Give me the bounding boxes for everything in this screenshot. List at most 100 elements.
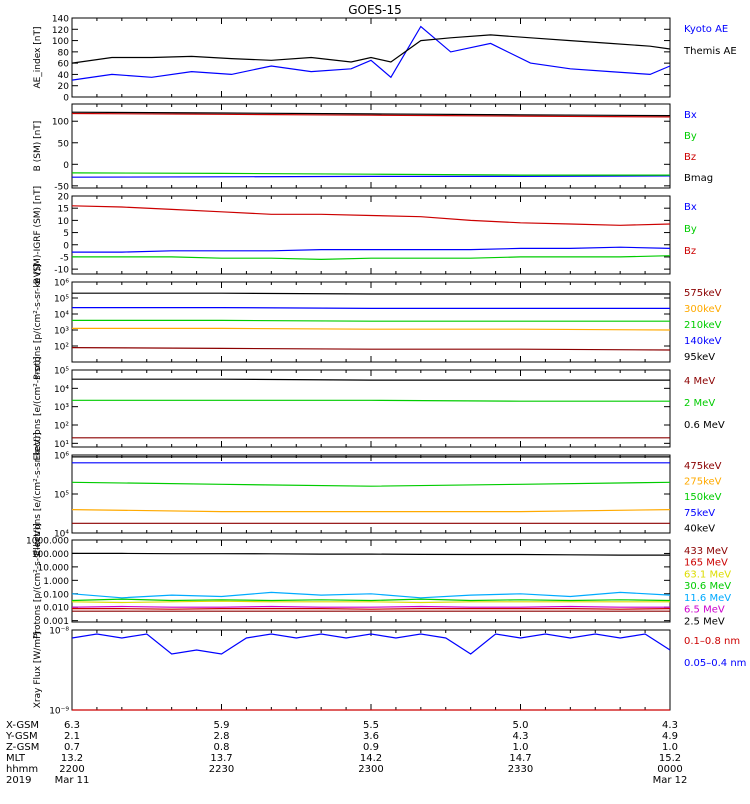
legend-label: 95keV [684, 352, 715, 363]
y-tick-label: 10⁵ [54, 491, 69, 501]
footer-value: 0.7 [64, 742, 80, 753]
footer-value: Mar 12 [653, 775, 688, 786]
y-axis-label: Protons [p/(cm²-s-sr-keV)] [33, 264, 43, 380]
y-axis-label: Protons [p/(cm²-s-sr-keV)] [33, 523, 43, 639]
legend-label: Bx [684, 202, 697, 213]
series-line-bx [72, 246, 671, 253]
footer-value: 4.3 [513, 731, 529, 742]
footer-value: 0.8 [214, 742, 230, 753]
legend-label: 4 MeV [684, 376, 715, 387]
legend-label: Bmag [684, 173, 713, 184]
footer-value: 2330 [508, 764, 533, 775]
y-tick-label: 0.100 [43, 590, 69, 600]
footer-value: 1.0 [662, 742, 678, 753]
y-tick-label: 0.001 [43, 617, 69, 627]
legend-label: By [684, 131, 697, 142]
y-tick-label: 10⁻⁸ [49, 627, 69, 637]
series-line-bmag [71, 111, 671, 117]
series-line-165-mev [72, 607, 671, 610]
legend-label: 210keV [684, 320, 722, 331]
y-tick-label: 10⁵ [54, 295, 69, 305]
y-tick-label: 0 [63, 161, 69, 171]
y-tick-label: 1.000 [43, 577, 69, 587]
chart-title: GOES-15 [348, 3, 402, 17]
series-line-bx [71, 175, 671, 178]
y-axis-label: B (SM)-IGRF (SM) [nT] [33, 186, 43, 284]
series-line-0-05-0-4-nm [71, 633, 671, 655]
footer-value: 0.9 [363, 742, 379, 753]
y-tick-label: 10.000 [38, 563, 70, 573]
series-line-bz [71, 205, 671, 226]
series-line-210kev [72, 319, 670, 322]
footer-value: 2230 [209, 764, 234, 775]
footer-row-label: Z-GSM [6, 742, 39, 753]
footer-row-label: Y-GSM [5, 731, 38, 742]
y-axis-label: Electrons [e/(cm²-s-sr-keV)] [33, 432, 43, 555]
series-line-150kev [71, 481, 671, 487]
series-line-11-6-mev [71, 591, 671, 599]
series-line-6-5-mev [71, 605, 670, 608]
legend-label: 0.05–0.4 nm [684, 658, 746, 669]
legend-label: Themis AE [683, 46, 737, 57]
y-tick-label: -10 [54, 266, 69, 276]
legend-label: 433 MeV [684, 546, 728, 557]
legend-label: 275keV [684, 477, 722, 488]
legend-label: 475keV [684, 461, 722, 472]
legend-label: 165 MeV [684, 558, 728, 569]
y-tick-label: 0 [63, 241, 69, 251]
panel-frame [71, 195, 671, 275]
series-line-themis-ae [71, 34, 671, 64]
series-line-300kev [72, 327, 671, 331]
footer-value: Mar 11 [55, 775, 90, 786]
y-tick-label: 10⁵ [54, 367, 69, 377]
y-axis-label: AE_index [nT] [33, 26, 43, 88]
legend-label: 6.5 MeV [684, 605, 725, 616]
y-tick-label: -5 [60, 253, 69, 263]
footer-value: 6.3 [64, 720, 80, 731]
y-tick-label: 50 [58, 139, 70, 149]
legend-label: 575keV [684, 288, 722, 299]
footer-value: 4.3 [662, 720, 678, 731]
y-tick-label: 10² [54, 343, 69, 353]
y-tick-label: 10⁴ [54, 530, 69, 540]
y-axis-label: B (SM) [nT] [33, 121, 43, 172]
legend-label: 63.1 MeV [684, 569, 731, 580]
y-tick-label: 100 [52, 37, 69, 47]
footer-value: 3.6 [363, 731, 379, 742]
y-tick-label: 100.000 [32, 550, 69, 560]
legend-label: 40keV [684, 523, 715, 534]
y-tick-label: 20 [58, 82, 70, 92]
legend-label: 0.1–0.8 nm [684, 636, 740, 647]
legend-label: Bz [684, 152, 696, 163]
y-tick-label: 10¹ [54, 440, 69, 450]
y-tick-label: 0 [63, 94, 69, 104]
footer-value: 13.7 [210, 753, 232, 764]
y-tick-label: -50 [54, 182, 69, 192]
y-tick-label: 10³ [54, 403, 69, 413]
series-line-575kev [71, 347, 671, 351]
footer-value: 1.0 [513, 742, 529, 753]
y-tick-label: 20 [58, 193, 70, 203]
y-tick-label: 10⁴ [54, 385, 69, 395]
legend-label: 75keV [684, 508, 715, 519]
legend-label: 2 MeV [684, 398, 715, 409]
y-tick-label: 40 [58, 71, 70, 81]
series-line-2-5-mev [72, 552, 670, 556]
footer-row-label: X-GSM [6, 720, 39, 731]
panel-frame [71, 629, 671, 711]
legend-label: 30.6 MeV [684, 581, 731, 592]
series-line-kyoto-ae [71, 25, 671, 81]
footer-value: 5.9 [214, 720, 230, 731]
footer-value: 2.8 [214, 731, 230, 742]
legend-label: By [684, 224, 697, 235]
panel-frame [71, 369, 671, 448]
y-axis-label: Electrons [e/(cm²-s-sr)] [33, 357, 43, 461]
legend-label: Bx [684, 110, 697, 121]
legend-label: 300keV [684, 304, 722, 315]
y-tick-label: 10 [58, 217, 70, 227]
y-tick-label: 100 [52, 118, 69, 128]
y-tick-label: 10² [54, 422, 69, 432]
footer-row-label: hhmm [6, 764, 38, 775]
legend-label: 0.6 MeV [684, 420, 725, 431]
